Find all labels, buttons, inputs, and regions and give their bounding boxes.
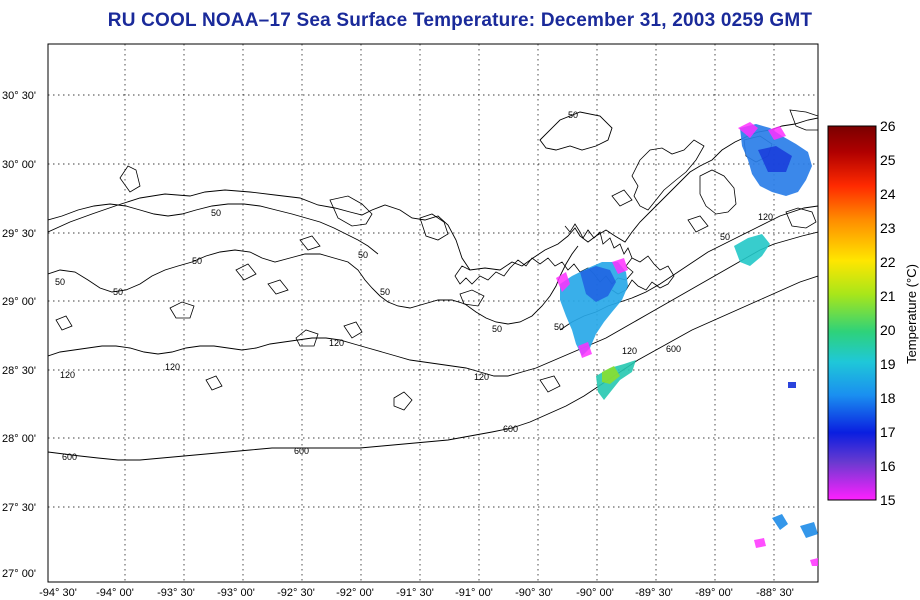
sst-patch-delta-magenta xyxy=(556,258,628,358)
barataria-shore xyxy=(631,139,705,211)
contour-label-50: 50 xyxy=(113,287,123,297)
colorbar-tick: 18 xyxy=(880,390,896,406)
contour-label-50: 50 xyxy=(358,250,368,260)
lon-label: -93° 30' xyxy=(157,587,195,599)
lon-label: -92° 00' xyxy=(336,587,374,599)
lon-label: -89° 30' xyxy=(635,587,673,599)
calcasieu-lake xyxy=(119,165,141,193)
lat-label: 27° 00' xyxy=(2,568,36,580)
contour-label-50: 50 xyxy=(55,277,65,287)
contour-label-120: 120 xyxy=(622,346,637,356)
colorbar-tick: 26 xyxy=(880,118,896,134)
sst-patch-se-magenta xyxy=(754,538,818,566)
sst-patch-ne-magenta xyxy=(738,122,786,140)
colorbar-tick: 23 xyxy=(880,220,896,236)
colorbar-ticks: 26 25 24 23 22 21 20 19 18 17 16 15 xyxy=(880,118,896,508)
contour-label-50: 50 xyxy=(192,256,202,266)
lat-label: 30° 30' xyxy=(2,90,36,102)
colorbar-tick: 15 xyxy=(880,492,896,508)
isobath-50 xyxy=(48,245,579,325)
lon-label: -92° 30' xyxy=(277,587,315,599)
contour-label-120: 120 xyxy=(758,212,773,222)
vermilion-bay xyxy=(329,195,373,227)
lon-label: -91° 30' xyxy=(396,587,434,599)
colorbar-tick: 19 xyxy=(880,356,896,372)
sst-patch-south-green xyxy=(602,366,620,384)
contour-label-50: 50 xyxy=(720,232,730,242)
colorbar-tick: 16 xyxy=(880,458,896,474)
lon-label: -89° 00' xyxy=(695,587,733,599)
isobath-120 xyxy=(48,231,818,377)
contour-label-120: 120 xyxy=(165,362,180,372)
colorbar: 26 25 24 23 22 21 20 19 18 17 16 15 Temp… xyxy=(827,118,919,508)
contour-labels: 50 50 50 50 50 50 50 50 50 50 120 120 12… xyxy=(55,110,773,462)
sst-patches xyxy=(556,122,818,566)
chandeleur-sound xyxy=(699,169,737,215)
colorbar-tick: 21 xyxy=(880,288,896,304)
contour-label-50: 50 xyxy=(380,287,390,297)
sst-patch-mid xyxy=(734,234,770,266)
lat-label: 28° 00' xyxy=(2,433,36,445)
lat-label: 29° 30' xyxy=(2,228,36,240)
colorbar-tick: 20 xyxy=(880,322,896,338)
longitude-labels: -94° 30' -94° 00' -93° 30' -93° 00' -92°… xyxy=(39,587,794,599)
map-frame xyxy=(47,43,819,583)
contour-label-600: 600 xyxy=(666,344,681,354)
colorbar-title: Temperature (°C) xyxy=(904,264,919,364)
colorbar-gradient xyxy=(827,125,877,501)
sst-patch-se xyxy=(772,514,818,538)
colorbar-tick: 17 xyxy=(880,424,896,440)
contour-label-50: 50 xyxy=(492,324,502,334)
contour-label-50: 50 xyxy=(211,208,221,218)
colorbar-tick: 24 xyxy=(880,186,896,202)
atchafalaya-bay xyxy=(419,213,449,241)
map-title: RU COOL NOAA–17 Sea Surface Temperature:… xyxy=(107,10,813,31)
contour-label-50: 50 xyxy=(554,322,564,332)
lon-label: -90° 00' xyxy=(576,587,614,599)
sst-patch-speck xyxy=(788,382,796,388)
lake-pontchartrain xyxy=(539,111,613,151)
lat-label: 30° 00' xyxy=(2,159,36,171)
contour-label-120: 120 xyxy=(329,338,344,348)
contour-label-600: 600 xyxy=(62,452,77,462)
contour-label-50: 50 xyxy=(568,110,578,120)
isobath-600 xyxy=(48,275,818,461)
mississippi-sound xyxy=(789,109,818,131)
lon-label: -93° 00' xyxy=(217,587,255,599)
ms-coast-island xyxy=(785,207,817,229)
delta-birdfoot xyxy=(611,255,675,295)
lon-label: -91° 00' xyxy=(455,587,493,599)
lat-label: 27° 30' xyxy=(2,502,36,514)
sst-patch-delta-blue xyxy=(580,266,616,302)
lon-label: -94° 00' xyxy=(96,587,134,599)
sst-patch-south xyxy=(596,360,636,400)
colorbar-tick: 22 xyxy=(880,254,896,270)
contour-label-120: 120 xyxy=(60,370,75,380)
lon-label: -94° 30' xyxy=(39,587,77,599)
lon-label: -90° 30' xyxy=(515,587,553,599)
latitude-labels: 30° 30' 30° 00' 29° 30' 29° 00' 28° 30' … xyxy=(2,90,36,580)
contour-loops xyxy=(55,189,709,411)
lon-label: -88° 30' xyxy=(756,587,794,599)
lat-label: 29° 00' xyxy=(2,296,36,308)
isobath-50-shelf xyxy=(48,203,379,255)
contour-label-120: 120 xyxy=(474,372,489,382)
lat-label: 28° 30' xyxy=(2,365,36,377)
coastline xyxy=(48,117,818,271)
contour-label-600: 600 xyxy=(294,446,309,456)
colorbar-tick: 25 xyxy=(880,152,896,168)
sst-patch-ne-blue xyxy=(758,146,792,172)
contour-label-600: 600 xyxy=(503,424,518,434)
